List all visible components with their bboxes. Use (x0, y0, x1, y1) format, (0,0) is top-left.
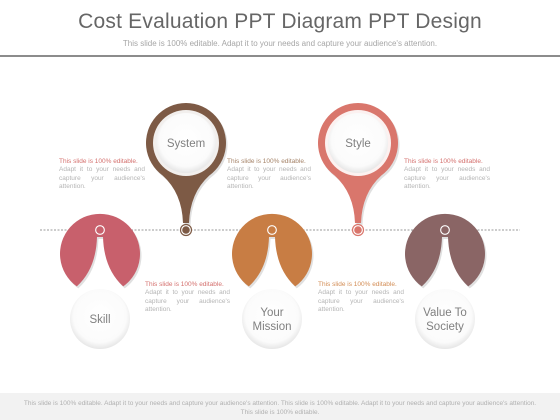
node-label: Your (260, 307, 283, 319)
description-body: Adapt it to your needs and capture your … (59, 166, 145, 190)
description-lead: This slide is 100% editable. (404, 158, 483, 165)
node-style: Style (318, 103, 400, 237)
node-label: Style (345, 138, 371, 150)
node-inner-disc (156, 113, 216, 173)
description-body: Adapt it to your needs and capture your … (318, 289, 404, 313)
node-inner-disc (415, 289, 475, 349)
description-body: Adapt it to your needs and capture your … (404, 166, 490, 190)
node-label: Mission (253, 321, 292, 333)
node-label: Society (426, 321, 464, 333)
timeline-dot (96, 226, 104, 234)
slide-title: Cost Evaluation PPT Diagram PPT Design (78, 10, 482, 33)
timeline-dot (441, 226, 449, 234)
description-body: Adapt it to your needs and capture your … (145, 289, 230, 313)
timeline-dot (268, 226, 276, 234)
description-text: This slide is 100% editable. Adapt it to… (318, 281, 404, 314)
description-text: This slide is 100% editable. Adapt it to… (404, 158, 490, 191)
node-label: Skill (89, 314, 110, 326)
node-label: System (167, 138, 205, 150)
slide-subtitle: This slide is 100% editable. Adapt it to… (122, 39, 438, 48)
description-lead: This slide is 100% editable. (318, 281, 397, 288)
timeline-dot (182, 226, 190, 234)
description-lead: This slide is 100% editable. (227, 158, 306, 165)
description-body: Adapt it to your needs and capture your … (227, 166, 311, 190)
node-inner-disc (242, 289, 302, 349)
node-teardrop (405, 213, 485, 287)
description-lead: This slide is 100% editable. (145, 281, 224, 288)
description-text: This slide is 100% editable. Adapt it to… (59, 158, 145, 191)
header-divider (0, 55, 560, 57)
description-lead: This slide is 100% editable. (59, 158, 138, 165)
node-inner-disc (328, 113, 388, 173)
node-teardrop (232, 213, 312, 287)
node-value-to-society: Value To Society (405, 213, 487, 352)
node-label: Value To (423, 307, 467, 319)
node-skill: Skill (60, 213, 142, 352)
footer-bar (0, 393, 560, 420)
description-text: This slide is 100% editable. Adapt it to… (145, 281, 230, 314)
node-inner-disc (70, 289, 130, 349)
timeline-dot (354, 226, 362, 234)
node-system: System (146, 103, 228, 237)
description-text: This slide is 100% editable. Adapt it to… (227, 158, 311, 191)
node-teardrop (60, 213, 141, 287)
footer-text: This slide is 100% editable. Adapt it to… (23, 400, 537, 416)
node-your-mission: Your Mission (232, 213, 314, 352)
